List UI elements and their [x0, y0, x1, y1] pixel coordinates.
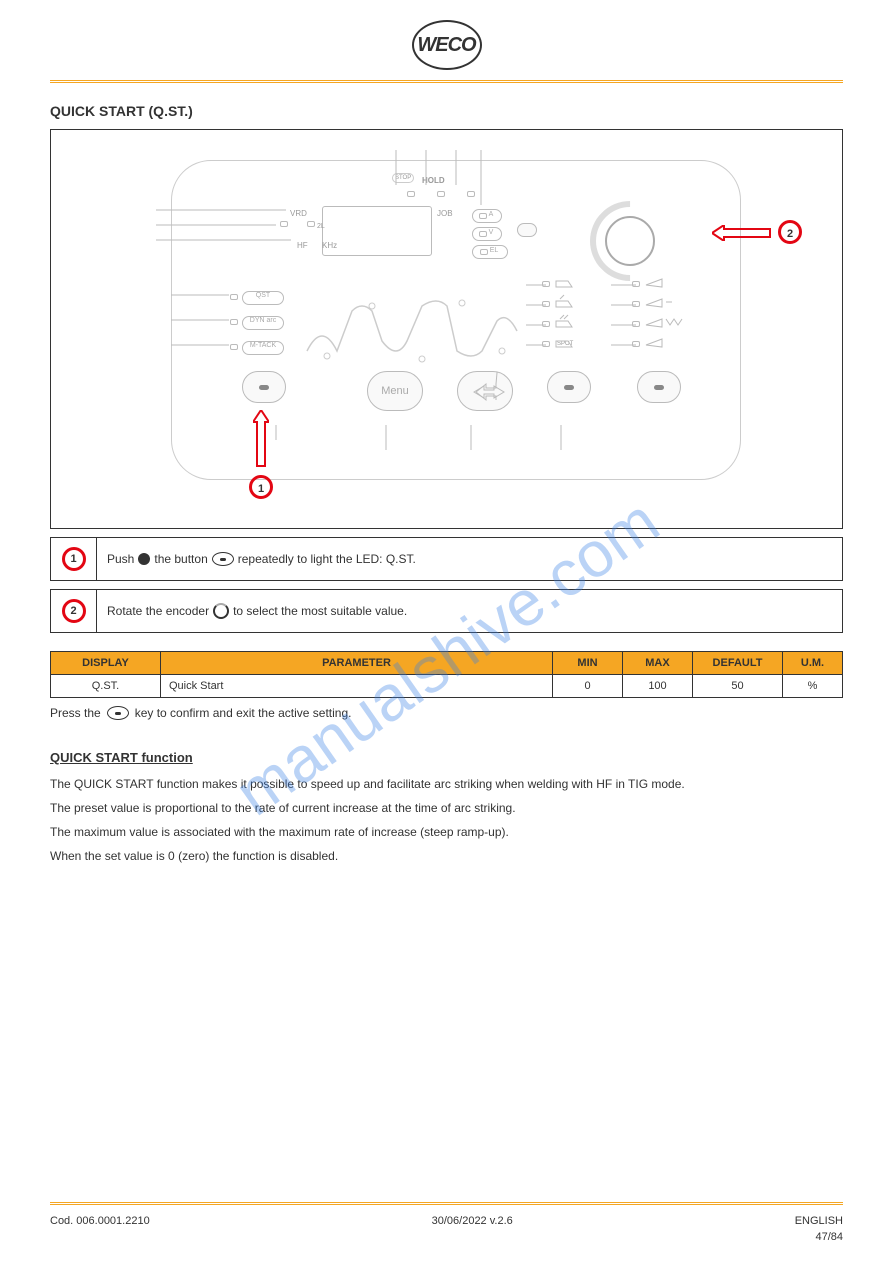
- th-display: DISPLAY: [51, 652, 161, 675]
- led-qst: [230, 294, 238, 300]
- trigger-icons: [644, 277, 689, 352]
- button-icon: [212, 552, 234, 566]
- header-rule: [50, 80, 843, 83]
- label-hf: HF: [297, 241, 308, 250]
- button-arrows[interactable]: [457, 371, 513, 411]
- instruction-body-2: Rotate the encoder to select the most su…: [97, 597, 842, 625]
- led-mtack: [230, 344, 238, 350]
- pill-a: A: [472, 209, 502, 223]
- instruction-row-2: 2 Rotate the encoder to select the most …: [50, 589, 843, 633]
- instruction-num-2: 2: [51, 590, 97, 632]
- callout-2: 2: [778, 220, 802, 244]
- arrow-encoder: [712, 225, 772, 241]
- arrow-button: [253, 410, 269, 470]
- pill-mtack: M-TACK: [242, 341, 284, 355]
- th-default: DEFAULT: [693, 652, 783, 675]
- button-icon: [107, 706, 129, 720]
- pill-el: EL: [472, 245, 508, 259]
- main-display: [322, 206, 432, 256]
- led-dyn: [230, 319, 238, 325]
- page-footer: Cod. 006.0001.2210 30/06/2022 v.2.6 ENGL…: [50, 1192, 843, 1243]
- label-hold: HOLD: [422, 176, 445, 185]
- led-hold: [437, 191, 445, 197]
- button-menu[interactable]: Menu: [367, 371, 423, 411]
- label-2l: 2L: [317, 223, 325, 230]
- th-max: MAX: [623, 652, 693, 675]
- desc-p2: The preset value is proportional to the …: [50, 799, 843, 817]
- encoder-icon: [213, 603, 229, 619]
- td-default: 50: [693, 675, 783, 698]
- footer-lang: ENGLISH: [795, 1215, 843, 1227]
- desc-p4: When the set value is 0 (zero) the funct…: [50, 847, 843, 865]
- footer-rule: [50, 1202, 843, 1205]
- pill-qst: QST: [242, 291, 284, 305]
- table-row: Q.ST. Quick Start 0 100 50 %: [51, 675, 843, 698]
- led-trig-1: [632, 281, 640, 287]
- desc-p1: The QUICK START function makes it possib…: [50, 775, 843, 793]
- instruction-num-1: 1: [51, 538, 97, 580]
- mode-icons: [554, 277, 579, 352]
- th-min: MIN: [553, 652, 623, 675]
- td-param: Quick Start: [161, 675, 553, 698]
- button-trigger[interactable]: [637, 371, 681, 403]
- weco-logo: WECO: [412, 20, 482, 70]
- th-param: PARAMETER: [161, 652, 553, 675]
- sub-title: QUICK START function: [50, 750, 843, 765]
- led-mode-4: [542, 341, 550, 347]
- parameter-table: DISPLAY PARAMETER MIN MAX DEFAULT U.M. Q…: [50, 651, 843, 698]
- pill-v: V: [472, 227, 502, 241]
- td-max: 100: [623, 675, 693, 698]
- led-2l-r: [307, 221, 315, 227]
- label-vrd: VRD: [290, 209, 307, 218]
- callout-1: 1: [249, 475, 273, 499]
- led-mode-3: [542, 321, 550, 327]
- button-mode[interactable]: [547, 371, 591, 403]
- led-2l-l: [280, 221, 288, 227]
- control-panel-diagram: STOP HOLD VRD JOB 2L HF KHz A V EL QS: [50, 129, 843, 529]
- instruction-body-1: Push the button repeatedly to light the …: [97, 546, 842, 572]
- led-stop: [407, 191, 415, 197]
- th-um: U.M.: [783, 652, 843, 675]
- waveform-graphic: [302, 291, 522, 366]
- td-min: 0: [553, 675, 623, 698]
- led-torch: [467, 191, 475, 197]
- label-job: JOB: [437, 209, 453, 218]
- push-icon: [138, 553, 150, 565]
- confirm-note: Press the key to confirm and exit the ac…: [50, 706, 843, 720]
- pill-dyn: DYN arc: [242, 316, 284, 330]
- section-title: QUICK START (Q.ST.): [50, 103, 843, 119]
- instruction-row-1: 1 Push the button repeatedly to light th…: [50, 537, 843, 581]
- td-um: %: [783, 675, 843, 698]
- led-trig-4: [632, 341, 640, 347]
- td-display: Q.ST.: [51, 675, 161, 698]
- label-stop: STOP: [392, 173, 414, 183]
- header-logo-area: WECO: [50, 20, 843, 70]
- function-description: QUICK START function The QUICK START fun…: [50, 750, 843, 865]
- av-button[interactable]: [517, 223, 537, 237]
- led-mode-2: [542, 301, 550, 307]
- footer-date: 30/06/2022 v.2.6: [432, 1215, 513, 1227]
- footer-page: 47/84: [815, 1231, 843, 1243]
- led-trig-2: [632, 301, 640, 307]
- button-left[interactable]: [242, 371, 286, 403]
- footer-code: Cod. 006.0001.2210: [50, 1215, 150, 1227]
- encoder-knob[interactable]: [605, 216, 655, 266]
- label-khz: KHz: [322, 241, 337, 250]
- led-trig-3: [632, 321, 640, 327]
- desc-p3: The maximum value is associated with the…: [50, 823, 843, 841]
- led-mode-1: [542, 281, 550, 287]
